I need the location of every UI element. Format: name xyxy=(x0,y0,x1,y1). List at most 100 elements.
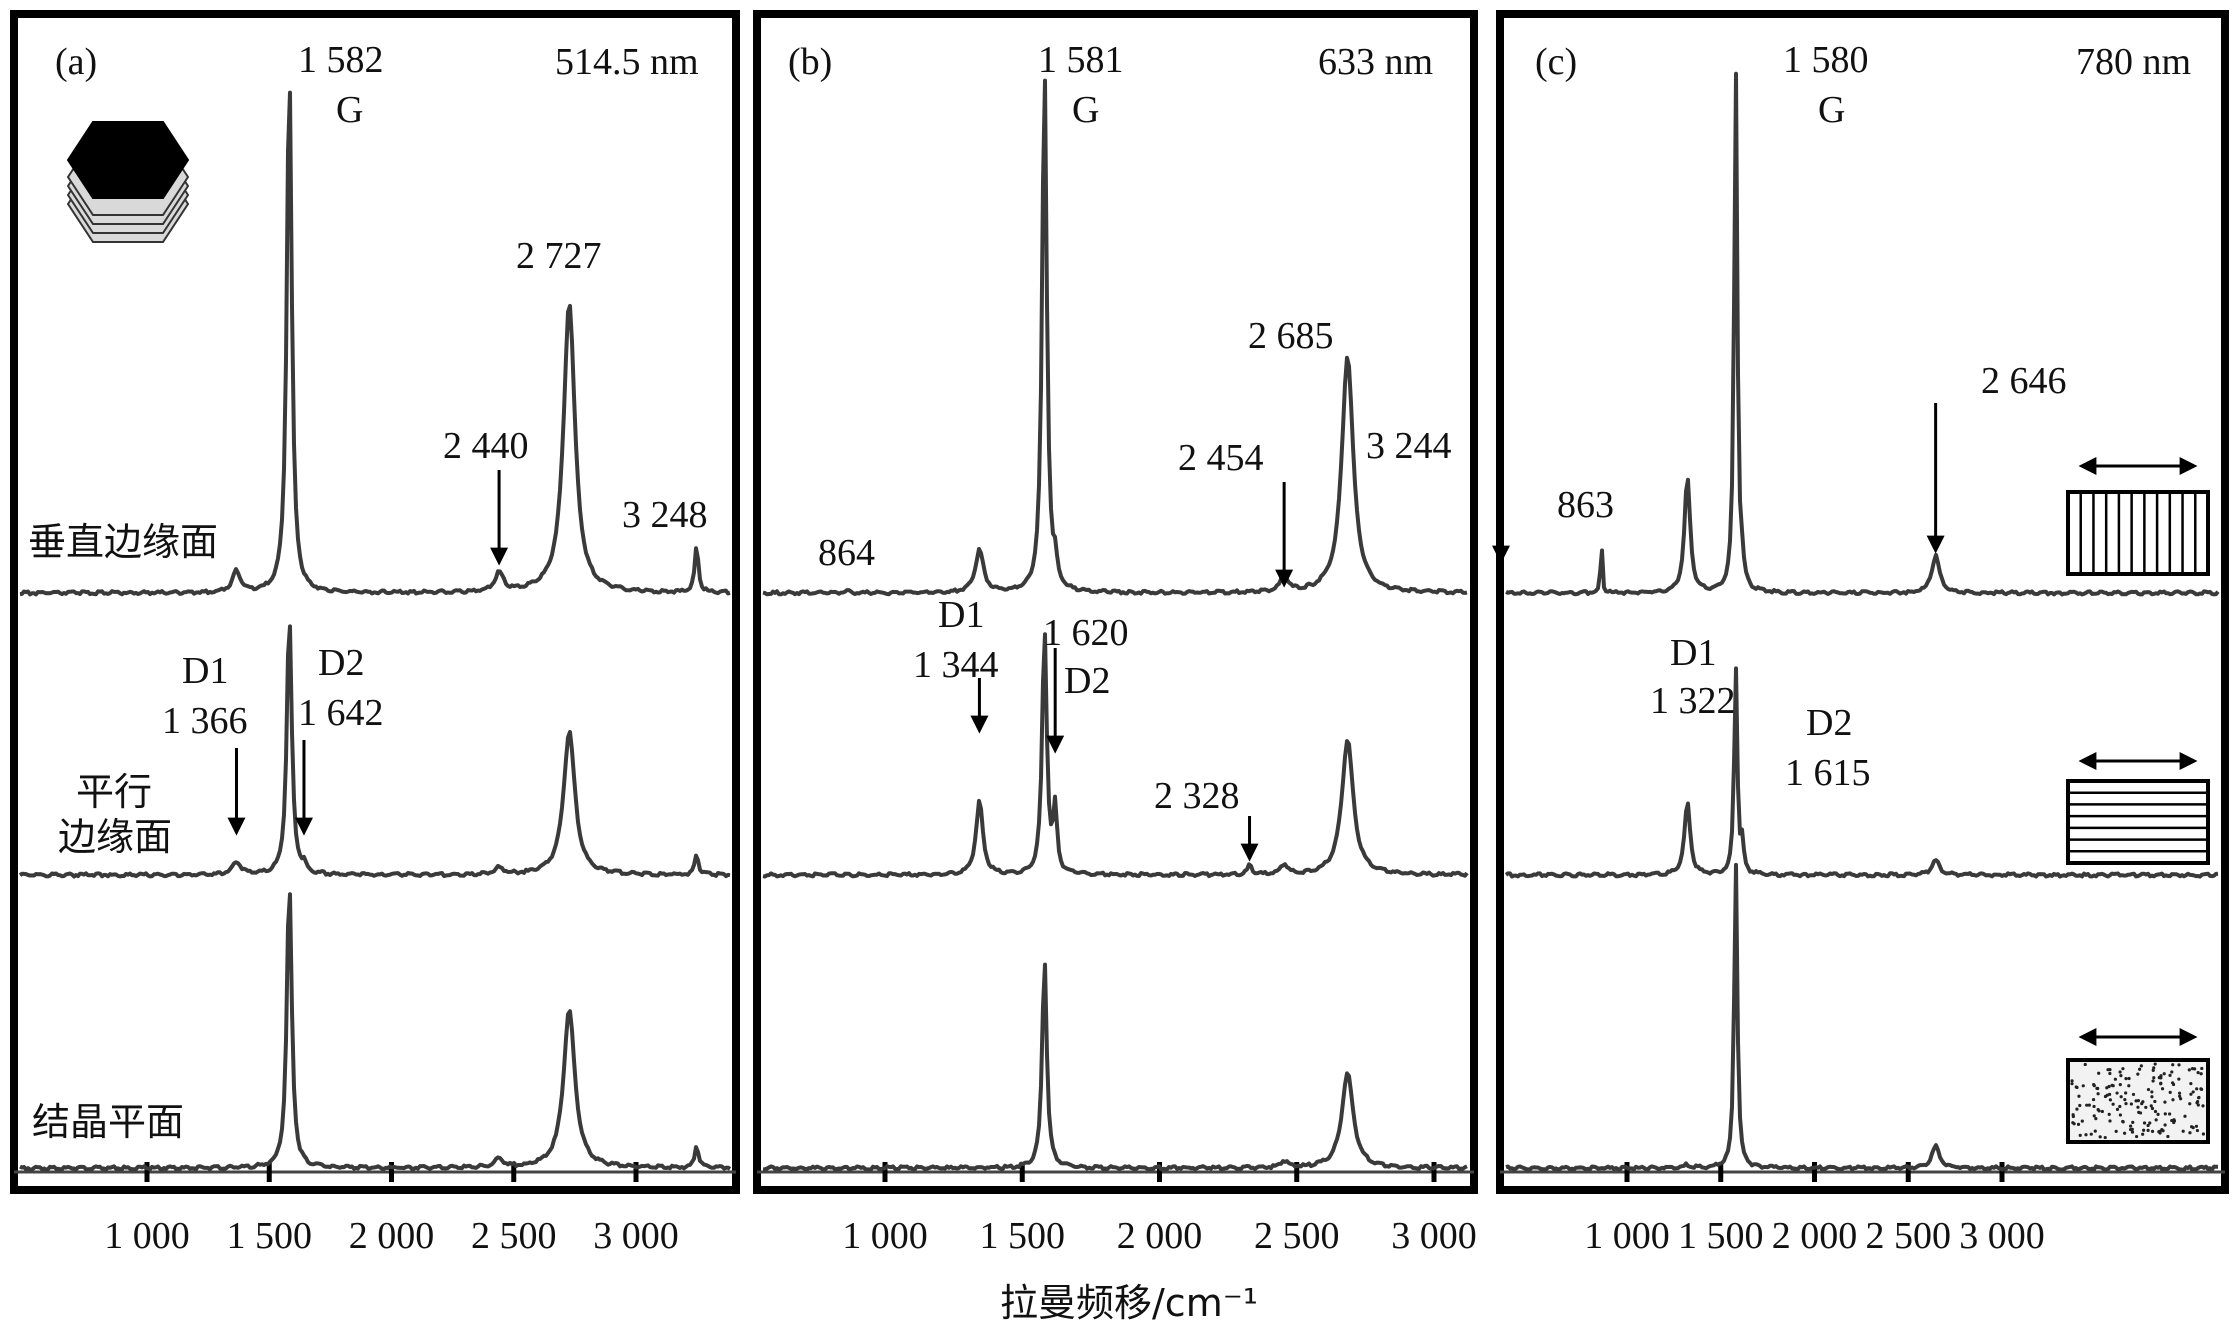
dot-icon xyxy=(2166,1134,2170,1139)
panel-label-b: (b) xyxy=(788,41,832,83)
dot-icon xyxy=(2089,1132,2093,1136)
dot-icon xyxy=(2098,1135,2102,1139)
x-tick-label: 2 500 xyxy=(471,1215,557,1257)
dot-icon xyxy=(2130,1130,2135,1134)
dot-icon xyxy=(2146,1087,2151,1092)
dot-icon xyxy=(2146,1123,2150,1128)
dot-icon xyxy=(2153,1099,2157,1104)
dot-icon xyxy=(2179,1097,2183,1101)
spectrum-trace xyxy=(1505,862,2218,1172)
x-tick-label: 1 500 xyxy=(1678,1215,1764,1257)
spectrum-trace xyxy=(762,78,1468,597)
wavelength-b: 633 nm xyxy=(1318,41,1433,83)
dot-icon xyxy=(2092,1114,2096,1118)
dot-icon xyxy=(2136,1105,2140,1109)
dot-icon xyxy=(2172,1120,2176,1125)
peak-label: D1 xyxy=(938,594,984,636)
dot-icon xyxy=(2075,1107,2079,1111)
dot-icon xyxy=(2168,1112,2172,1116)
wavelength-c: 780 nm xyxy=(2076,41,2191,83)
dot-icon xyxy=(2094,1116,2098,1121)
panel-frame xyxy=(753,10,1478,1194)
sample-icons xyxy=(66,121,2210,1144)
peak-label: G xyxy=(1818,89,1845,131)
peak-label: 1 580 xyxy=(1783,39,1869,81)
peak-label: D1 xyxy=(182,650,228,692)
peak-label: 1 615 xyxy=(1785,752,1871,794)
dot-icon xyxy=(2093,1129,2097,1133)
panel-frames xyxy=(10,10,2229,1194)
x-tick-label: 3 000 xyxy=(593,1215,679,1257)
dot-icon xyxy=(2092,1084,2096,1088)
dot-icon xyxy=(2092,1104,2096,1109)
dot-icon xyxy=(2177,1077,2181,1081)
dot-icon xyxy=(2170,1118,2174,1123)
dot-icon xyxy=(2097,1071,2101,1075)
dot-icon xyxy=(2071,1121,2075,1125)
dot-icon xyxy=(2144,1105,2148,1109)
row-label-line: 平行 xyxy=(76,770,152,814)
x-ticks: 1 000 1 500 2 000 2 500 3 000 1 000 1 500 2 000… xyxy=(14,1162,2225,1257)
dot-icon xyxy=(2157,1130,2161,1134)
peak-label: D2 xyxy=(318,642,364,684)
dot-icon xyxy=(2071,1114,2075,1119)
dot-icon xyxy=(2124,1102,2128,1106)
dot-icon xyxy=(2119,1095,2123,1099)
peak-label: 864 xyxy=(818,532,875,574)
spectra-traces xyxy=(18,71,2220,1172)
dot-icon xyxy=(2100,1109,2104,1114)
peak-label: 1 344 xyxy=(913,644,999,686)
dot-icon xyxy=(2181,1129,2185,1133)
x-tick-label: 1 500 xyxy=(980,1215,1066,1257)
x-tick-label: 1 000 xyxy=(1584,1215,1670,1257)
x-tick-label: 2 000 xyxy=(1117,1215,1203,1257)
dot-icon xyxy=(2091,1097,2096,1102)
dot-icon xyxy=(2128,1127,2133,1132)
dot-icon xyxy=(2152,1066,2156,1070)
dot-icon xyxy=(2078,1103,2082,1108)
dot-icon xyxy=(2070,1082,2074,1086)
dot-icon xyxy=(2113,1077,2117,1081)
dot-icon xyxy=(2129,1124,2133,1128)
dot-icon xyxy=(2134,1099,2138,1103)
dot-icon xyxy=(2083,1062,2087,1067)
dot-icon xyxy=(2076,1122,2081,1126)
peak-label: D2 xyxy=(1806,702,1852,744)
x-tick-label: 1 500 xyxy=(227,1215,313,1257)
dot-icon xyxy=(2168,1090,2172,1095)
x-tick-label: 1 000 xyxy=(842,1215,928,1257)
peak-label: 1 366 xyxy=(162,700,248,742)
dot-icon xyxy=(2168,1073,2172,1077)
dot-icon xyxy=(2160,1127,2164,1132)
dot-icon xyxy=(2074,1085,2078,1089)
peak-label: 2 440 xyxy=(443,425,529,467)
spectrum-trace xyxy=(762,962,1468,1172)
dot-icon xyxy=(2196,1071,2200,1075)
dot-icon xyxy=(2194,1124,2199,1128)
dot-icon xyxy=(2129,1102,2133,1106)
dot-icon xyxy=(2171,1082,2176,1087)
dot-icon xyxy=(2163,1112,2167,1116)
panel-frame xyxy=(10,10,740,1194)
sample-box-icon xyxy=(2066,779,2210,865)
peak-label: 3 244 xyxy=(1366,425,1452,467)
peak-label: D2 xyxy=(1064,660,1110,702)
dot-icon xyxy=(2193,1067,2197,1071)
dot-icon xyxy=(2119,1073,2123,1078)
dot-icon xyxy=(2121,1067,2125,1071)
dot-icon xyxy=(2162,1072,2166,1076)
dot-icon xyxy=(2189,1081,2193,1086)
dot-icon xyxy=(2137,1067,2142,1071)
dot-icon xyxy=(2142,1121,2147,1125)
dot-icon xyxy=(2160,1087,2165,1091)
spectrum-trace xyxy=(1504,666,2219,879)
dot-icon xyxy=(2188,1102,2192,1106)
dot-icon xyxy=(2103,1094,2108,1099)
dot-icon xyxy=(2084,1133,2088,1137)
dot-icon xyxy=(2189,1092,2193,1096)
dot-icon xyxy=(2150,1095,2154,1099)
peak-label: 2 454 xyxy=(1178,437,1264,479)
dot-icon xyxy=(2199,1072,2203,1076)
dot-icon xyxy=(2081,1084,2085,1088)
peak-label: 863 xyxy=(1557,484,1614,526)
